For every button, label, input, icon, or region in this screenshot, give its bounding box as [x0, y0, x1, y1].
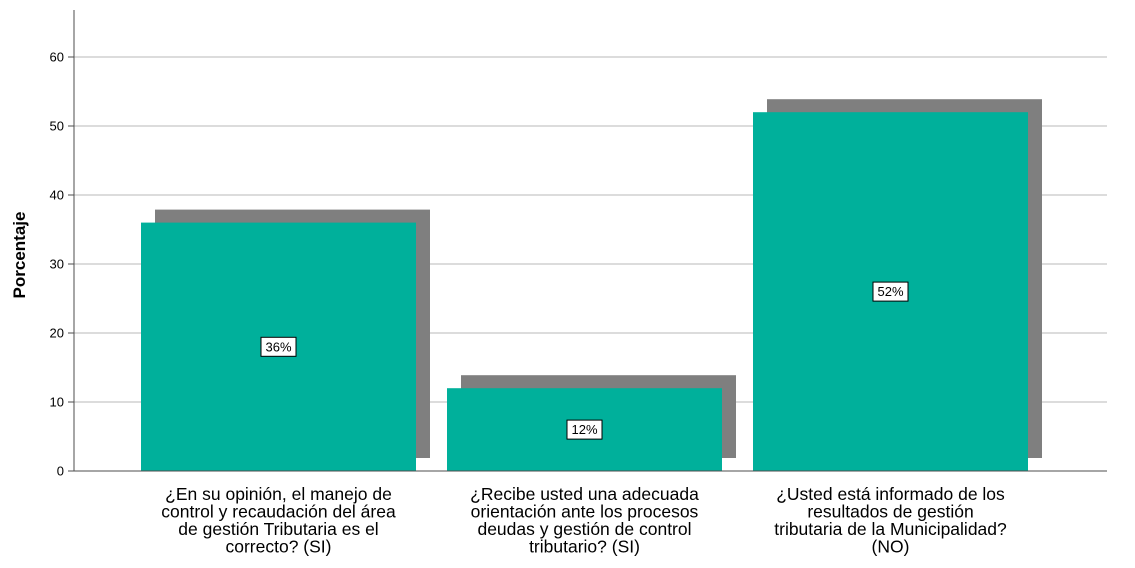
y-tick-label: 40	[50, 188, 64, 203]
data-label: 52%	[877, 284, 903, 299]
category-label-line: ¿Recibe usted una adecuada	[470, 484, 699, 504]
data-label: 12%	[571, 422, 597, 437]
category-label-line: ¿Usted está informado de los	[776, 484, 1005, 504]
category-label-line: control y recaudación del área	[161, 502, 396, 522]
category-label-line: tributario? (SI)	[529, 537, 640, 557]
data-label-box	[566, 419, 603, 440]
y-tick-label: 20	[50, 326, 64, 341]
category-label-line: (NO)	[872, 537, 910, 557]
data-label-box	[260, 336, 297, 357]
y-tick-label: 60	[50, 50, 64, 65]
y-tick-label: 50	[50, 119, 64, 134]
axes	[68, 10, 1107, 472]
category-label-line: tributaria de la Municipalidad?	[774, 519, 1007, 539]
category-label-line: correcto? (SI)	[226, 537, 332, 557]
data-label: 36%	[265, 339, 291, 354]
data-label-box	[872, 281, 909, 302]
category-label-line: resultados de gestión	[807, 502, 973, 522]
data-labels: 36% 12% 52%	[260, 281, 909, 440]
y-tick-label: 10	[50, 395, 64, 410]
y-tick-label: 30	[50, 257, 64, 272]
category-label-line: deudas y gestión de control	[477, 519, 691, 539]
category-label-line: ¿En su opinión, el manejo de	[165, 484, 392, 504]
y-axis-title: Porcentaje	[10, 212, 29, 299]
category-label-line: orientación ante los procesos	[471, 502, 699, 522]
y-tick-label: 0	[57, 464, 64, 479]
category-label-line: de gestión Tributaria es el	[178, 519, 378, 539]
y-tick-labels: 0 10 20 30 40 50 60	[50, 50, 64, 479]
